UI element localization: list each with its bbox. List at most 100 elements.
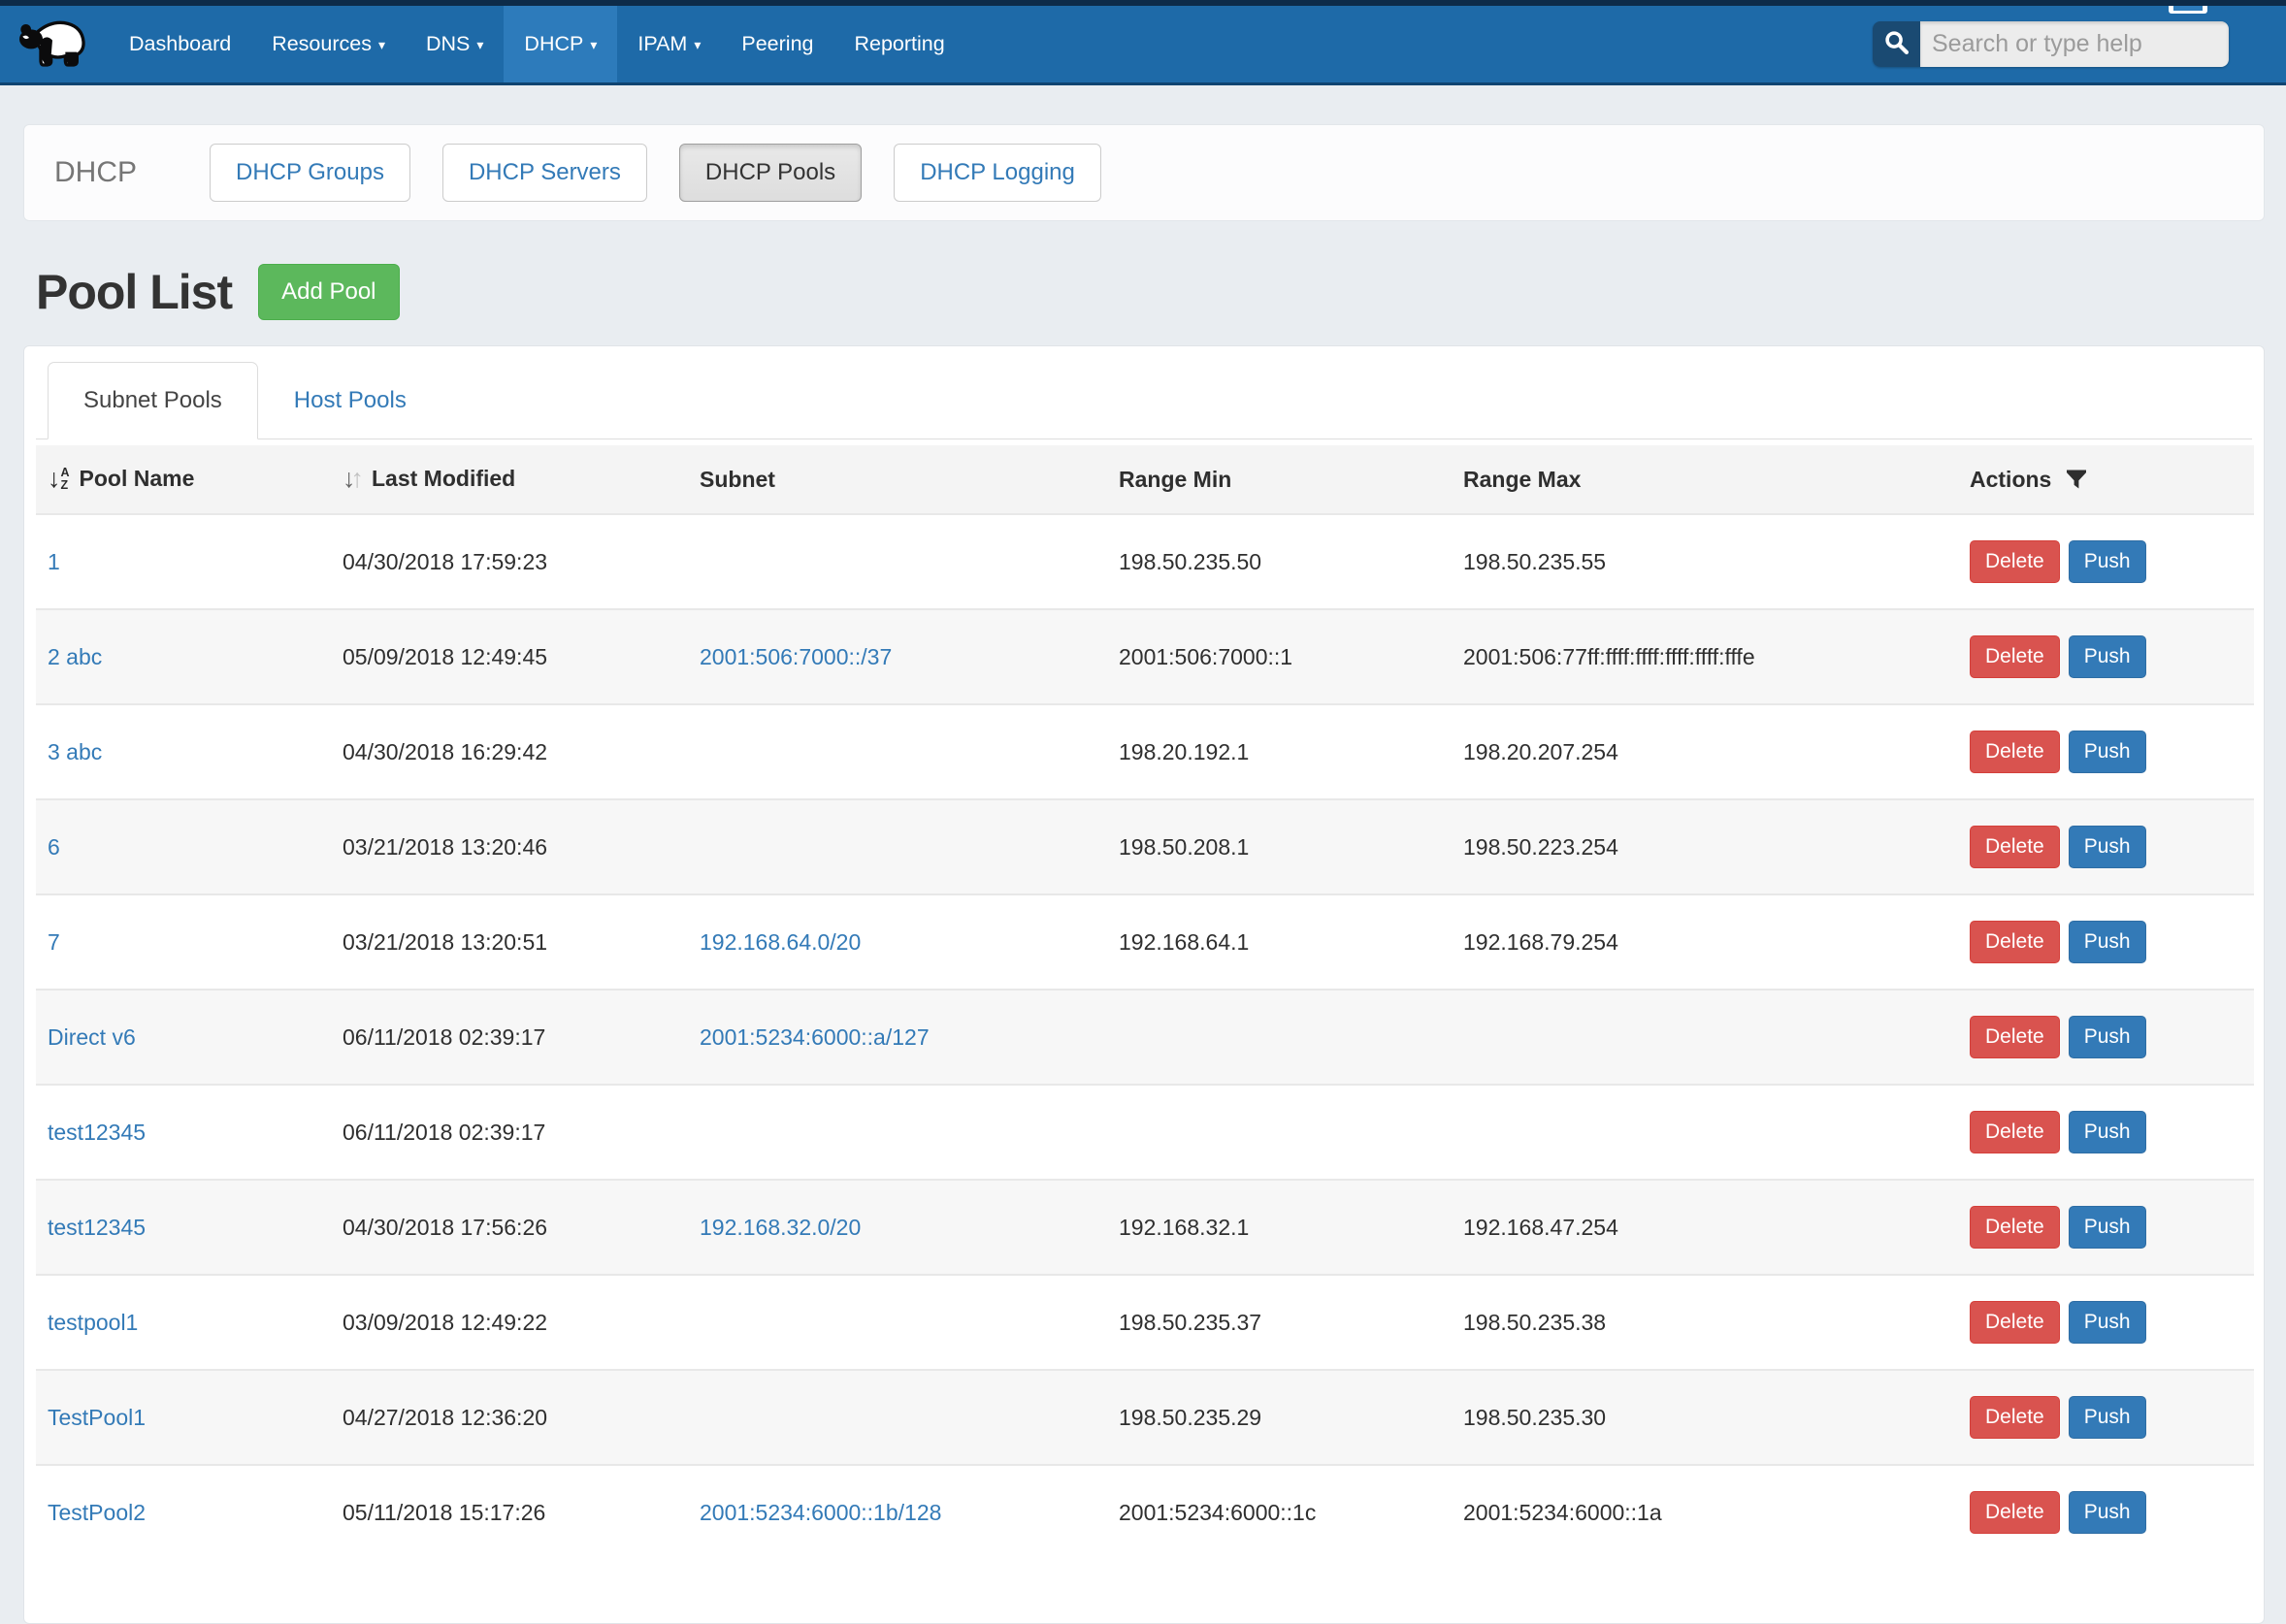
subnet-link[interactable]: 192.168.64.0/20 (700, 929, 861, 955)
last-modified-cell: 05/11/2018 15:17:26 (331, 1465, 688, 1559)
pool-name-link[interactable]: testpool1 (48, 1310, 138, 1335)
column-header-actions: Actions (1958, 445, 2254, 514)
delete-button[interactable]: Delete (1970, 540, 2060, 583)
delete-button[interactable]: Delete (1970, 1111, 2060, 1153)
pool-name-link[interactable]: 6 (48, 834, 60, 860)
column-header-pool-name[interactable]: ↓ AZ Pool Name (36, 445, 331, 514)
tab-host-pools[interactable]: Host Pools (258, 362, 442, 439)
pool-name-cell: TestPool2 (36, 1465, 331, 1559)
pool-name-link[interactable]: 3 abc (48, 739, 102, 764)
delete-button[interactable]: Delete (1970, 1016, 2060, 1058)
last-modified-cell: 03/09/2018 12:49:22 (331, 1275, 688, 1370)
caret-down-icon: ▾ (694, 38, 701, 51)
actions-cell: DeletePush (1958, 799, 2254, 894)
pool-table-body: 104/30/2018 17:59:23198.50.235.50198.50.… (36, 514, 2254, 1559)
last-modified-cell: 04/30/2018 17:59:23 (331, 514, 688, 609)
push-button[interactable]: Push (2069, 540, 2146, 583)
range-max-cell (1452, 990, 1958, 1085)
sort-updown-icon[interactable]: ↓↑ (343, 467, 364, 490)
search-input[interactable] (1920, 21, 2229, 67)
pool-name-link[interactable]: test12345 (48, 1120, 146, 1145)
dhcp-pools-button[interactable]: DHCP Pools (679, 144, 862, 202)
pool-name-link[interactable]: test12345 (48, 1215, 146, 1240)
nav-label: Resources (272, 32, 372, 56)
nav-item-dhcp[interactable]: DHCP▾ (504, 6, 617, 82)
pool-name-cell: 7 (36, 894, 331, 990)
delete-button[interactable]: Delete (1970, 1396, 2060, 1439)
push-button[interactable]: Push (2069, 731, 2146, 773)
range-min-cell: 2001:5234:6000::1c (1107, 1465, 1452, 1559)
nav-label: Dashboard (129, 32, 231, 56)
caret-down-icon: ▾ (476, 38, 483, 51)
nav-item-ipam[interactable]: IPAM ▾ (617, 6, 721, 82)
subnet-cell: 192.168.32.0/20 (688, 1180, 1107, 1275)
table-row: 3 abc04/30/2018 16:29:42198.20.192.1198.… (36, 704, 2254, 799)
push-button[interactable]: Push (2069, 1396, 2146, 1439)
search-icon (1883, 29, 1910, 59)
delete-button[interactable]: Delete (1970, 1206, 2060, 1249)
pool-name-link[interactable]: TestPool1 (48, 1405, 146, 1430)
nav-item-resources[interactable]: Resources▾ (251, 6, 406, 82)
browser-edge-artifact (2169, 6, 2207, 14)
actions-cell: DeletePush (1958, 990, 2254, 1085)
nav-item-dns[interactable]: DNS▾ (406, 6, 504, 82)
range-min-cell (1107, 1085, 1452, 1180)
actions-cell: DeletePush (1958, 894, 2254, 990)
pool-name-cell: 2 abc (36, 609, 331, 704)
dhcp-servers-button[interactable]: DHCP Servers (442, 144, 647, 202)
nav-item-peering[interactable]: Peering (721, 6, 833, 82)
table-row: 104/30/2018 17:59:23198.50.235.50198.50.… (36, 514, 2254, 609)
pool-name-cell: test12345 (36, 1180, 331, 1275)
app-logo[interactable] (0, 6, 109, 82)
pool-table: ↓ AZ Pool Name ↓↑ Last Modified Subnet (36, 445, 2254, 1559)
filter-funnel-icon[interactable] (2065, 468, 2088, 491)
last-modified-cell: 05/09/2018 12:49:45 (331, 609, 688, 704)
range-min-cell: 192.168.32.1 (1107, 1180, 1452, 1275)
dhcp-logging-button[interactable]: DHCP Logging (894, 144, 1101, 202)
sort-alpha-down-icon[interactable]: ↓ AZ (48, 467, 70, 491)
delete-button[interactable]: Delete (1970, 731, 2060, 773)
subnet-link[interactable]: 2001:5234:6000::1b/128 (700, 1500, 941, 1525)
subnet-link[interactable]: 192.168.32.0/20 (700, 1215, 861, 1240)
last-modified-cell: 03/21/2018 13:20:51 (331, 894, 688, 990)
pool-name-cell: testpool1 (36, 1275, 331, 1370)
pool-name-link[interactable]: 7 (48, 929, 60, 955)
delete-button[interactable]: Delete (1970, 921, 2060, 963)
push-button[interactable]: Push (2069, 1111, 2146, 1153)
actions-cell: DeletePush (1958, 1465, 2254, 1559)
subnet-cell (688, 1275, 1107, 1370)
dhcp-subnav-panel: DHCP DHCP Groups DHCP Servers DHCP Pools… (23, 124, 2265, 221)
add-pool-button[interactable]: Add Pool (258, 264, 399, 320)
delete-button[interactable]: Delete (1970, 1301, 2060, 1344)
range-max-cell: 198.50.235.30 (1452, 1370, 1958, 1465)
subnet-link[interactable]: 2001:5234:6000::a/127 (700, 1024, 930, 1050)
push-button[interactable]: Push (2069, 1301, 2146, 1344)
push-button[interactable]: Push (2069, 921, 2146, 963)
global-search (1873, 21, 2229, 67)
pool-tabs: Subnet Pools Host Pools (36, 362, 2252, 439)
push-button[interactable]: Push (2069, 826, 2146, 868)
search-button[interactable] (1873, 21, 1920, 67)
pool-name-link[interactable]: TestPool2 (48, 1500, 146, 1525)
tab-subnet-pools[interactable]: Subnet Pools (48, 362, 258, 439)
column-header-last-modified[interactable]: ↓↑ Last Modified (331, 445, 688, 514)
delete-button[interactable]: Delete (1970, 826, 2060, 868)
nav-label: IPAM (637, 32, 687, 56)
nav-item-reporting[interactable]: Reporting (833, 6, 964, 82)
table-row: 703/21/2018 13:20:51192.168.64.0/20192.1… (36, 894, 2254, 990)
table-row: TestPool2 05/11/2018 15:17:26 2001:5234:60… (36, 1465, 2254, 1559)
push-button[interactable]: Push (2069, 1491, 2146, 1534)
push-button[interactable]: Push (2069, 1016, 2146, 1058)
subnet-link[interactable]: 2001:506:7000::/37 (700, 644, 892, 669)
nav-item-dashboard[interactable]: Dashboard (109, 6, 251, 82)
push-button[interactable]: Push (2069, 1206, 2146, 1249)
range-min-cell: 198.50.208.1 (1107, 799, 1452, 894)
dhcp-groups-button[interactable]: DHCP Groups (210, 144, 410, 202)
table-row: 603/21/2018 13:20:46198.50.208.1198.50.2… (36, 799, 2254, 894)
pool-name-link[interactable]: 1 (48, 549, 60, 574)
push-button[interactable]: Push (2069, 635, 2146, 678)
pool-name-link[interactable]: Direct v6 (48, 1024, 136, 1050)
pool-name-link[interactable]: 2 abc (48, 644, 102, 669)
delete-button[interactable]: Delete (1970, 635, 2060, 678)
delete-button[interactable]: Delete (1970, 1491, 2060, 1534)
